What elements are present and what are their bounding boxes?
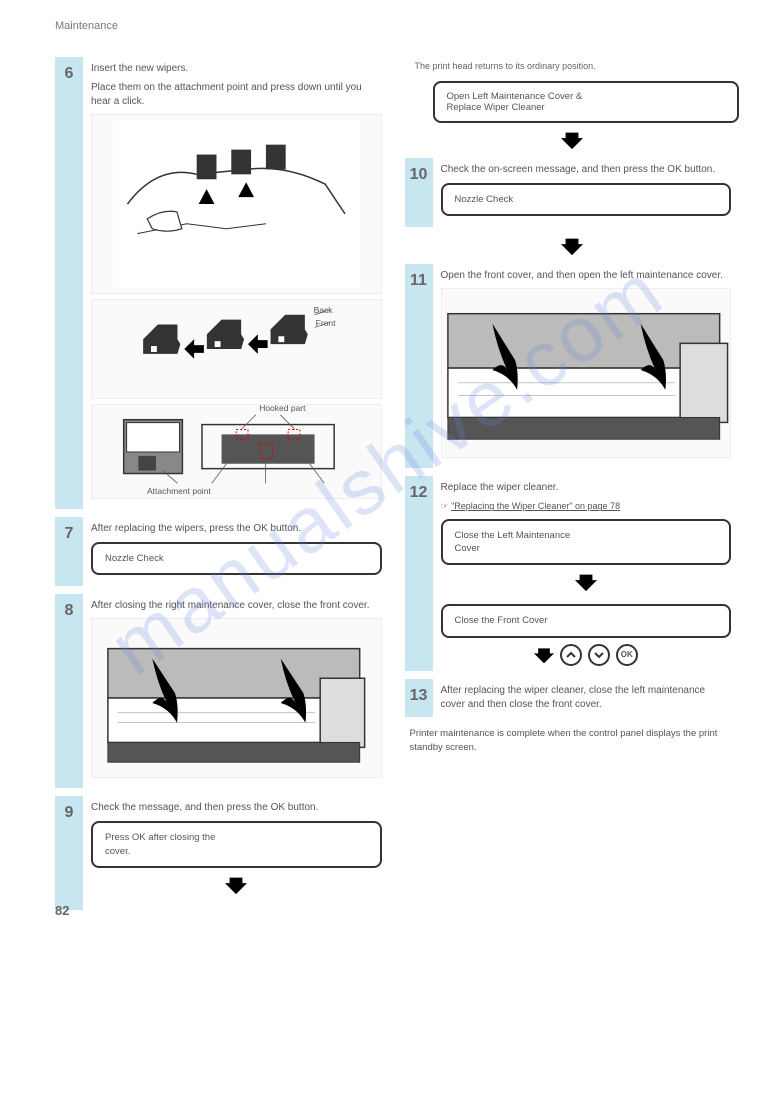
lcd-close-front-cover: Close the Front Cover: [441, 604, 732, 637]
illustration-hook-attach: Hooked part Attachment point: [91, 404, 382, 499]
step-number-10: 10: [405, 158, 433, 227]
page-header: Maintenance: [55, 20, 739, 32]
lcd-open-left-cover: Open Left Maintenance Cover & Replace Wi…: [433, 81, 740, 123]
right-column: The print head returns to its ordinary p…: [405, 57, 740, 918]
lcd-nozzle-check-1: Nozzle Check: [91, 542, 382, 575]
step-number-11: 11: [405, 264, 433, 468]
step-10: 10 Check the on-screen message, and then…: [405, 158, 740, 227]
step-12: 12 Replace the wiper cleaner. ☞ "Replaci…: [405, 476, 740, 670]
arrow-down-4: [441, 571, 732, 598]
illustration-wiper-orientation: Back Front: [91, 299, 382, 399]
arrow-down-2: [405, 129, 740, 154]
arrow-down-1: [91, 874, 382, 901]
print-head-return-text: The print head returns to its ordinary p…: [405, 61, 740, 71]
step-7: 7 After replacing the wipers, press the …: [55, 517, 390, 586]
step-8: 8 After closing the right maintenance co…: [55, 594, 390, 788]
step6-subtext: Place them on the attachment point and p…: [91, 81, 382, 109]
lcd-nozzle-check-2: Nozzle Check: [441, 183, 732, 216]
step10-text: Check the on-screen message, and then pr…: [441, 163, 732, 177]
step12-text: Replace the wiper cleaner.: [441, 481, 732, 495]
arrow-down-3: [405, 235, 740, 260]
step11-text: Open the front cover, and then open the …: [441, 269, 732, 283]
illustration-wipers-insert: [91, 114, 382, 294]
button-icon-row: OK: [441, 644, 732, 666]
step-6: 6 Insert the new wipers. Place them on t…: [55, 57, 390, 509]
step13-text: After replacing the wiper cleaner, close…: [441, 684, 732, 712]
step8-text: After closing the right maintenance cove…: [91, 599, 382, 613]
lcd-press-ok: Press OK after closing the cover.: [91, 821, 382, 868]
step-9: 9 Check the message, and then press the …: [55, 796, 390, 910]
arrow-down-small-icon: [534, 645, 554, 665]
step-11: 11 Open the front cover, and then open t…: [405, 264, 740, 468]
ok-button-icon: OK: [616, 644, 638, 666]
reference-link[interactable]: "Replacing the Wiper Cleaner" on page 78: [451, 501, 620, 511]
step-number-9: 9: [55, 796, 83, 910]
step-number-8: 8: [55, 594, 83, 788]
lcd-close-left-cover: Close the Left Maintenance Cover: [441, 519, 732, 566]
final-text: Printer maintenance is complete when the…: [405, 727, 740, 756]
step6-title: Insert the new wipers.: [91, 62, 382, 76]
page-footer: 82: [55, 903, 69, 918]
down-button-icon: [588, 644, 610, 666]
step9-text: Check the message, and then press the OK…: [91, 801, 382, 815]
illustration-open-cover: [441, 288, 732, 458]
up-button-icon: [560, 644, 582, 666]
reference-icon: ☞: [441, 501, 452, 511]
step-13: 13 After replacing the wiper cleaner, cl…: [405, 679, 740, 717]
step7-text: After replacing the wipers, press the OK…: [91, 522, 382, 536]
step-number-13: 13: [405, 679, 433, 717]
left-column: 6 Insert the new wipers. Place them on t…: [55, 57, 390, 918]
step-number-6: 6: [55, 57, 83, 509]
step-number-12: 12: [405, 476, 433, 670]
step-number-7: 7: [55, 517, 83, 586]
illustration-close-cover-1: [91, 618, 382, 778]
